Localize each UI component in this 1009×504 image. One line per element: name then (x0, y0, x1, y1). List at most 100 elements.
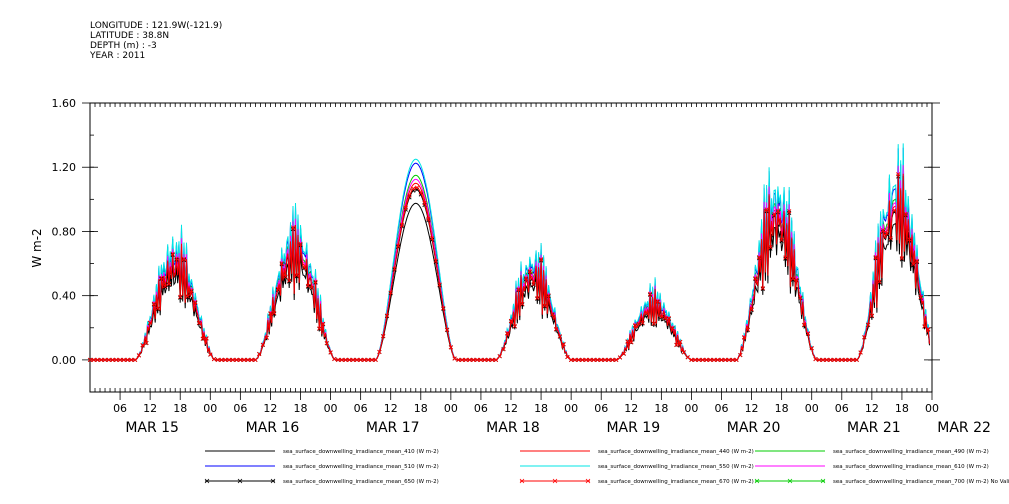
series-marker-7 (350, 357, 356, 363)
series-marker-7 (764, 207, 769, 212)
series-marker-7 (647, 291, 653, 297)
series-marker-7 (441, 305, 446, 311)
series-marker-7 (602, 357, 608, 363)
series-marker-7 (550, 312, 555, 317)
series-marker-7 (234, 357, 239, 363)
series-marker-7 (185, 294, 190, 299)
series-marker-7 (456, 357, 461, 363)
series-marker-7 (629, 340, 634, 345)
series-marker-7 (324, 340, 329, 346)
series-line-0 (90, 190, 930, 361)
series-marker-7 (159, 275, 164, 281)
legend-label-7: sea_surface_downwelling_irradiance_mean_… (598, 479, 754, 485)
series-marker-7 (730, 357, 735, 363)
x-tick-label: 18 (534, 402, 548, 415)
series-marker-7 (512, 323, 517, 329)
series-marker-7 (448, 345, 454, 350)
series-marker-7 (287, 278, 292, 283)
series-marker-7 (888, 236, 893, 241)
series-marker-7 (388, 290, 393, 295)
series-marker-6 (178, 295, 183, 300)
series-marker-7 (813, 356, 818, 362)
series-marker-7 (659, 314, 664, 319)
x-tick-label: 18 (414, 402, 428, 415)
series-marker-7 (584, 357, 589, 363)
latitude-label: LATITUDE : 38.8N (90, 31, 170, 41)
series-marker-7 (166, 281, 172, 287)
series-marker-7 (366, 357, 371, 363)
series-marker-7 (302, 264, 307, 270)
series-marker-7 (745, 327, 750, 332)
series-marker-7 (399, 222, 405, 228)
series-marker-7 (87, 357, 93, 363)
series-marker-7 (429, 236, 435, 241)
series-marker-7 (783, 255, 788, 260)
series-marker-7 (414, 185, 420, 190)
series-marker-7 (587, 357, 593, 363)
series-marker-7 (674, 342, 679, 348)
series-marker-7 (501, 346, 506, 352)
series-marker-7 (756, 254, 762, 260)
legend-marker (787, 478, 793, 484)
series-marker-7 (576, 357, 581, 363)
series-marker-7 (775, 208, 781, 213)
series-marker-7 (403, 205, 408, 210)
series-marker-7 (884, 230, 890, 236)
series-line-7 (90, 173, 930, 361)
series-marker-7 (655, 299, 660, 304)
series-marker-7 (189, 288, 194, 293)
series-marker-7 (91, 357, 96, 363)
series-marker-7 (854, 357, 859, 363)
series-marker-7 (467, 357, 472, 363)
series-marker-7 (820, 357, 826, 363)
series-marker-7 (392, 266, 397, 271)
series-marker-7 (459, 357, 465, 363)
series-marker-7 (670, 325, 675, 331)
series-marker-7 (666, 316, 672, 321)
x-tick-label: 12 (384, 402, 398, 415)
series-marker-7 (693, 357, 698, 363)
series-marker-7 (711, 357, 717, 363)
x-date-label: MAR 16 (246, 420, 300, 436)
series-marker-7 (294, 273, 299, 278)
series-marker-7 (204, 336, 209, 341)
x-tick-label: 06 (594, 402, 608, 415)
series-marker-7 (463, 357, 469, 363)
series-marker-7 (689, 357, 694, 363)
series-marker-7 (850, 357, 856, 363)
x-tick-label: 06 (113, 402, 127, 415)
series-marker-7 (384, 313, 390, 318)
series-marker-7 (320, 321, 326, 326)
series-marker-7 (749, 307, 754, 312)
series-marker-7 (309, 285, 314, 290)
series-marker-7 (437, 282, 442, 287)
legend-marker (237, 478, 243, 484)
series-marker-7 (817, 357, 822, 363)
x-tick-label: 18 (654, 402, 668, 415)
series-marker-7 (779, 237, 784, 243)
legend-marker (585, 478, 591, 484)
series-marker-7 (396, 243, 401, 248)
series-marker-7 (907, 237, 912, 242)
series-marker-7 (170, 251, 175, 256)
x-tick-label: 06 (354, 402, 368, 415)
series-marker-7 (298, 241, 303, 247)
legend-marker (270, 478, 276, 484)
longitude-label: LONGITUDE : 121.9W(-121.9) (90, 21, 223, 31)
series-marker-6 (790, 277, 796, 282)
series-marker-7 (140, 342, 145, 348)
series-marker-7 (880, 228, 886, 233)
x-date-label: MAR 15 (125, 420, 179, 436)
series-marker-7 (636, 321, 641, 326)
series-marker-7 (538, 257, 544, 262)
series-marker-7 (568, 357, 574, 363)
plot-axes: 06 12 18 00 06 12 18 00 06 12 18 00 06 12 18 00 06 12 18 00… (30, 97, 991, 436)
x-date-label: MAR 17 (366, 420, 420, 436)
series-marker-7 (546, 293, 551, 298)
series-marker-6 (294, 274, 299, 279)
legend-label-8: sea_surface_downwelling_irradiance_mean_… (833, 479, 1009, 485)
series-marker-7 (685, 355, 690, 360)
series-marker-7 (873, 254, 878, 260)
series-marker-7 (268, 311, 273, 316)
series-marker-6 (305, 284, 311, 289)
